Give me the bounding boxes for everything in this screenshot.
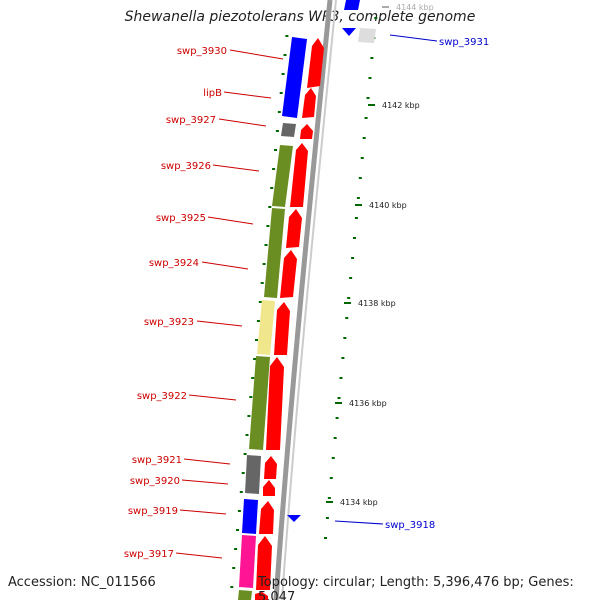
map-title: Shewanella piezotolerans WP3, complete g… <box>124 9 476 25</box>
leader-line <box>212 164 260 172</box>
cog-block-swp_3925[interactable] <box>264 208 285 298</box>
gene-arrow-swp_3917[interactable] <box>256 536 272 590</box>
scale-label: 4140 kbp <box>369 201 407 210</box>
cog-block-swp_3921[interactable] <box>245 455 261 494</box>
scale-ticks-left <box>230 35 289 588</box>
gene-label-swp_3926[interactable]: swp_3926 <box>161 161 211 172</box>
leader-line <box>201 261 249 270</box>
gene-arrow-swp_3921[interactable] <box>264 456 277 479</box>
leader-line <box>179 509 227 515</box>
leader-line <box>175 552 223 559</box>
gene-arrow-top-right <box>342 28 356 36</box>
leader-line <box>181 479 229 485</box>
cog-block-swp_3931[interactable] <box>358 28 376 43</box>
leader-line <box>389 34 438 42</box>
leader-line <box>229 49 284 60</box>
gene-arrow-swp_3926[interactable] <box>290 143 308 207</box>
label-leaders <box>175 34 438 559</box>
leader-line <box>334 520 384 525</box>
leader-line <box>183 458 231 465</box>
genome-backbone <box>273 0 333 600</box>
leader-line <box>196 320 243 327</box>
leader-line <box>218 118 267 127</box>
gene-arrow-swp_3919[interactable] <box>259 501 274 534</box>
leader-line <box>223 91 272 99</box>
cog-block-next <box>238 590 252 600</box>
gene-label-swp_3924[interactable]: swp_3924 <box>149 258 199 269</box>
gene-label-swp_3923[interactable]: swp_3923 <box>144 317 194 328</box>
gene-arrow-swp_3925[interactable] <box>286 209 302 248</box>
gene-label-swp_3927[interactable]: swp_3927 <box>166 115 216 126</box>
gene-arrow-swp_3927[interactable] <box>300 124 313 139</box>
leader-line <box>188 394 237 401</box>
gene-arrow-swp_3918[interactable] <box>287 515 301 522</box>
gene-label-lipB[interactable]: lipB <box>203 88 222 99</box>
scale-label: 4134 kbp <box>340 498 378 507</box>
gene-arrow-lipB[interactable] <box>302 88 316 118</box>
gene-label-swp_3921[interactable]: swp_3921 <box>132 455 182 466</box>
cog-block-top <box>344 0 360 10</box>
cog-block-swp_3923[interactable] <box>257 300 275 355</box>
gene-arrow-swp_3920[interactable] <box>263 480 275 496</box>
reverse-strand-lane <box>238 0 376 600</box>
leader-line <box>207 216 254 225</box>
gene-arrow-swp_3923[interactable] <box>274 302 290 355</box>
gene-label-swp_3930[interactable]: swp_3930 <box>177 46 227 57</box>
scale-label: 4138 kbp <box>358 299 396 308</box>
scale-label: 4136 kbp <box>349 399 387 408</box>
cog-block-swp_3927[interactable] <box>281 123 296 137</box>
scale-label: 4144 kbp <box>396 3 434 12</box>
gene-label-swp_3925[interactable]: swp_3925 <box>156 213 206 224</box>
gene-label-swp_3922[interactable]: swp_3922 <box>137 391 187 402</box>
scale-label: 4142 kbp <box>382 101 420 110</box>
cog-block-swp_3919[interactable] <box>242 499 258 534</box>
gene-label-swp_3919[interactable]: swp_3919 <box>128 506 178 517</box>
cog-block-swp_3926[interactable] <box>272 145 293 207</box>
topology-label: Topology: circular; Length: 5,396,476 bp… <box>258 575 574 600</box>
accession-label: Accession: NC_011566 <box>8 575 156 590</box>
cog-block-swp_3930[interactable] <box>282 37 307 118</box>
gene-label-swp_3931[interactable]: swp_3931 <box>439 37 489 48</box>
gene-label-swp_3918[interactable]: swp_3918 <box>385 520 435 531</box>
gene-arrow-swp_3922[interactable] <box>266 357 284 450</box>
scale-ticks-right <box>323 17 378 539</box>
scale-labels: 4144 kbp 4142 kbp 4140 kbp 4138 kbp 4136 kbp… <box>326 3 434 507</box>
gene-labels: swp_3931 swp_3930 lipB swp_3927 swp_3926 swp_… <box>124 37 489 560</box>
forward-strand-lane <box>255 38 324 600</box>
gene-label-swp_3920[interactable]: swp_3920 <box>130 476 180 487</box>
cog-block-swp_3922[interactable] <box>249 356 270 450</box>
cog-block-swp_3917[interactable] <box>239 535 256 588</box>
gene-arrow-swp_3930[interactable] <box>307 38 324 88</box>
gene-label-swp_3917[interactable]: swp_3917 <box>124 549 174 560</box>
gene-arrow-swp_3924[interactable] <box>280 250 297 298</box>
gene-arrow-next <box>255 592 268 600</box>
